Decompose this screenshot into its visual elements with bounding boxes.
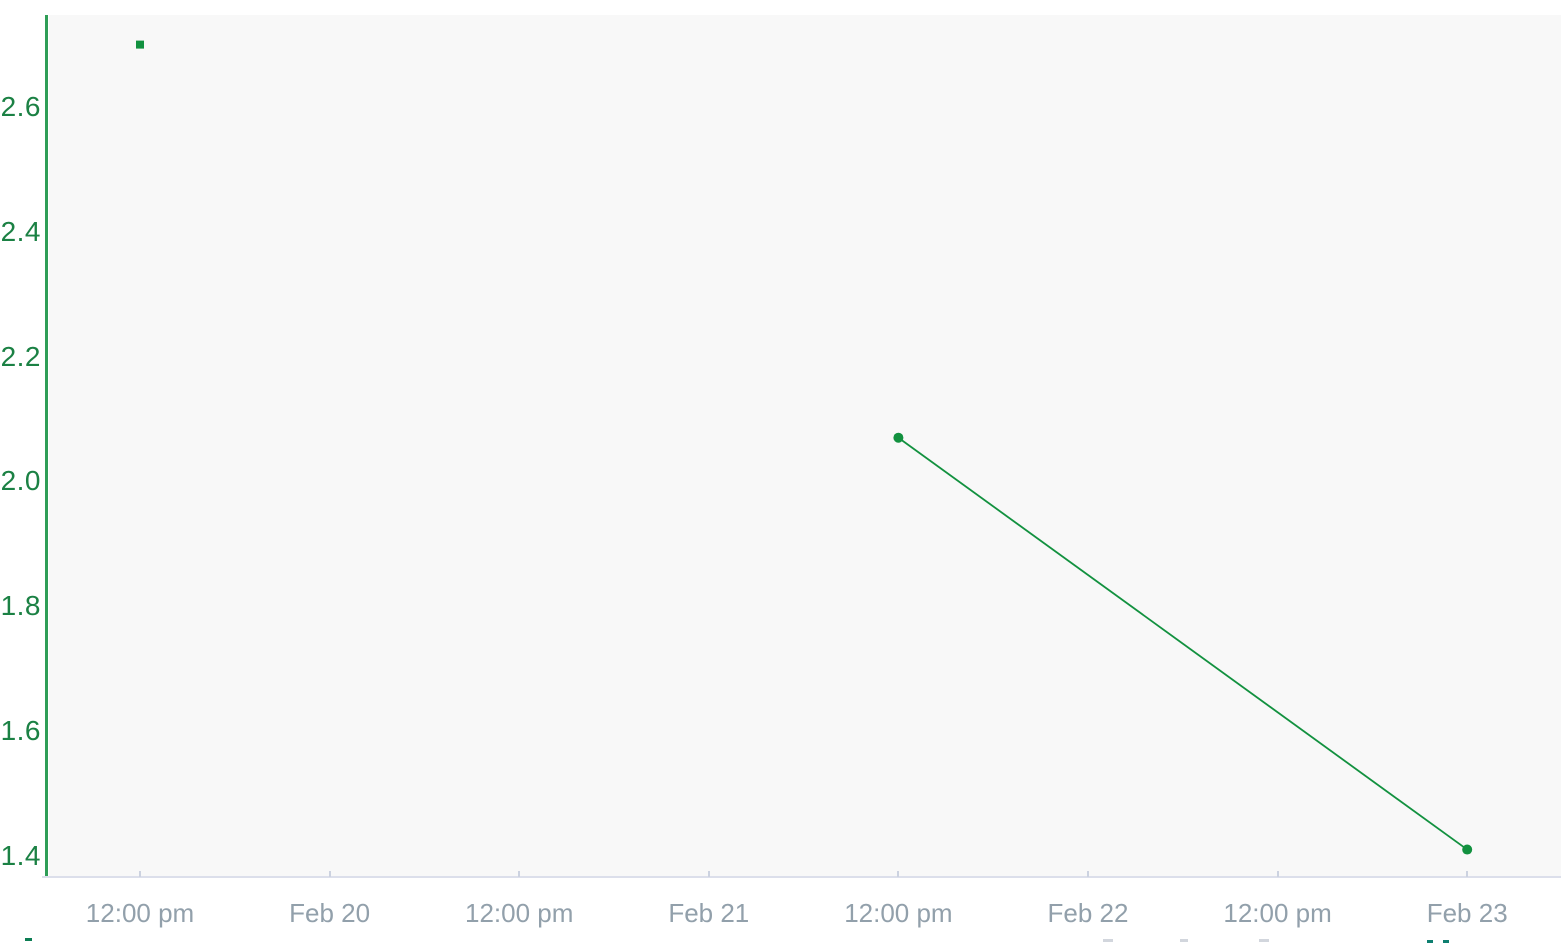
cutoff-mark [1259, 939, 1269, 942]
cutoff-mark [1427, 940, 1433, 943]
data-point-circle [893, 432, 904, 443]
x-tick-mark [897, 871, 900, 877]
x-tick-label: Feb 23 [1426, 898, 1508, 928]
x-tick-label: 12:00 pm [844, 898, 953, 928]
data-point-circle [1462, 844, 1473, 855]
y-tick-label: 2.2 [0, 340, 41, 372]
data-point-square [136, 40, 144, 49]
x-tick-mark [1276, 871, 1279, 877]
x-tick-mark [1087, 871, 1089, 877]
y-tick-label: 2.6 [0, 91, 41, 122]
x-tick-mark [139, 871, 141, 877]
cutoff-mark [1103, 939, 1113, 942]
plot-area [49, 15, 1561, 876]
y-tick-label: 1.4 [0, 839, 41, 871]
y-tick-label: 1.6 [0, 715, 41, 746]
x-tick-mark [518, 871, 521, 877]
x-tick-mark [328, 871, 331, 877]
x-tick-label: Feb 20 [289, 898, 371, 928]
y-tick-label: 2.4 [0, 215, 41, 247]
x-tick-label: Feb 21 [668, 898, 750, 928]
cutoff-mark [1443, 940, 1449, 943]
y-tick-label: 1.8 [0, 590, 41, 622]
x-tick-mark [1466, 871, 1469, 877]
x-tick-label: Feb 22 [1047, 898, 1129, 928]
y-axis-line [45, 15, 48, 876]
x-tick-label: 12:00 pm [85, 898, 195, 928]
x-tick-mark [707, 871, 710, 877]
x-axis-line [42, 876, 1561, 878]
x-tick-label: 12:00 pm [464, 898, 574, 928]
x-tick-label: 12:00 pm [1223, 898, 1332, 928]
y-tick-label: 2.0 [0, 465, 41, 497]
cutoff-mark [1180, 939, 1188, 942]
series-line [897, 436, 1468, 851]
cutoff-mark [25, 938, 32, 941]
